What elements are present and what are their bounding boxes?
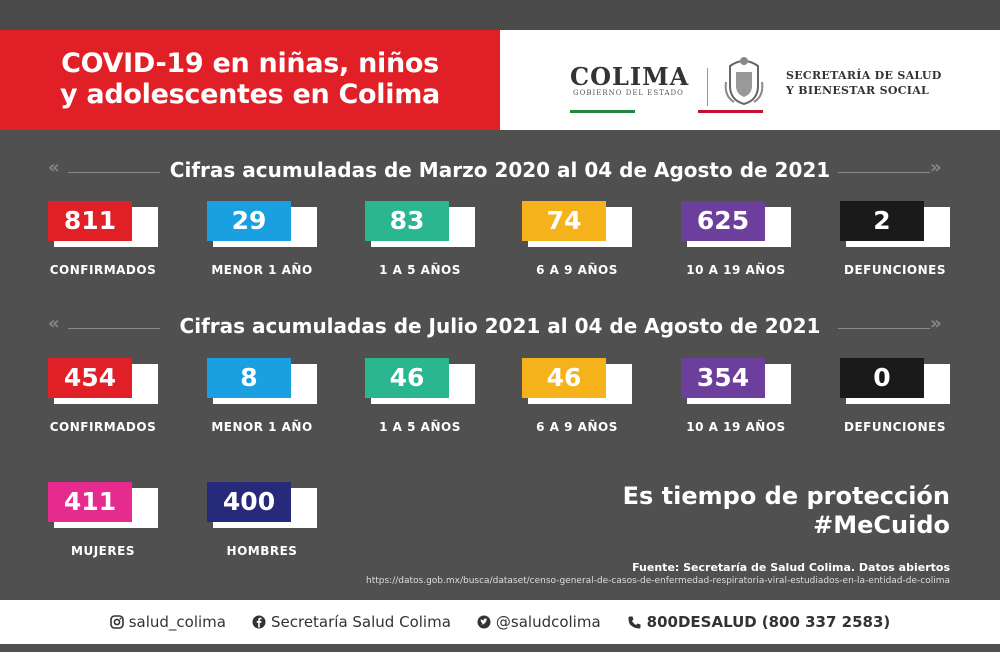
- stat-card: 46 6 A 9 AÑOS: [522, 358, 632, 434]
- stat-card: 0 DEFUNCIONES: [840, 358, 950, 434]
- colima-logo-subtitle: GOBIERNO DEL ESTADO: [573, 89, 684, 97]
- phone-number: (800 337 2583): [761, 613, 891, 631]
- stat-value: 400: [207, 482, 291, 522]
- phone-name: 800DESALUD: [646, 613, 757, 631]
- stat-label: MENOR 1 AÑO: [211, 420, 313, 434]
- top-bar: [0, 0, 1000, 30]
- chevrons-left-icon: «: [48, 157, 60, 178]
- stat-value: 8: [207, 358, 291, 398]
- stat-label: HOMBRES: [226, 544, 298, 558]
- section1-title: Cifras acumuladas de Marzo 2020 al 04 de…: [169, 158, 831, 182]
- footer-social-bar: salud_colima Secretaría Salud Colima @sa…: [0, 600, 1000, 644]
- decor-line: [68, 172, 160, 173]
- chevrons-right-icon: »: [930, 157, 942, 178]
- stat-card: 2 DEFUNCIONES: [840, 201, 950, 277]
- stat-value: 454: [48, 358, 132, 398]
- decor-line: [68, 328, 160, 329]
- stat-card: 454 CONFIRMADOS: [48, 358, 158, 434]
- stat-label: CONFIRMADOS: [49, 263, 157, 277]
- stat-label: 10 A 19 AÑOS: [686, 263, 786, 277]
- decor-line: [838, 328, 930, 329]
- stat-card: 46 1 A 5 AÑOS: [365, 358, 475, 434]
- twitter-handle: @saludcolima: [495, 613, 601, 631]
- header-title-panel: COVID-19 en niñas, niños y adolescentes …: [0, 30, 500, 130]
- stat-value: 625: [681, 201, 765, 241]
- stat-value: 83: [365, 201, 449, 241]
- stat-card: 411 MUJERES: [48, 482, 158, 558]
- stat-card: 354 10 A 19 AÑOS: [681, 358, 791, 434]
- chevrons-right-icon: »: [930, 313, 942, 334]
- slogan-line-1: Es tiempo de protección: [622, 482, 950, 510]
- stat-value: 411: [48, 482, 132, 522]
- stat-label: 1 A 5 AÑOS: [379, 263, 461, 277]
- colima-logo: COLIMA: [570, 62, 690, 91]
- stat-card: 29 MENOR 1 AÑO: [207, 201, 317, 277]
- stat-card: 625 10 A 19 AÑOS: [681, 201, 791, 277]
- stat-label: MUJERES: [71, 544, 135, 558]
- title-line-1: COVID-19 en niñas, niños: [61, 48, 439, 79]
- stat-label: 1 A 5 AÑOS: [379, 420, 461, 434]
- facebook-page: Secretaría Salud Colima: [270, 613, 451, 631]
- stat-value: 46: [365, 358, 449, 398]
- flag-line-red: [698, 110, 763, 113]
- stat-label: MENOR 1 AÑO: [211, 263, 313, 277]
- footer-facebook[interactable]: Secretaría Salud Colima: [252, 613, 451, 631]
- stat-label: 6 A 9 AÑOS: [536, 420, 618, 434]
- stat-label: DEFUNCIONES: [844, 420, 946, 434]
- stat-value: 0: [840, 358, 924, 398]
- stat-label: DEFUNCIONES: [844, 263, 946, 277]
- stat-card: 400 HOMBRES: [207, 482, 317, 558]
- stat-value: 29: [207, 201, 291, 241]
- section2-title: Cifras acumuladas de Julio 2021 al 04 de…: [179, 314, 821, 338]
- footer-phone[interactable]: 800DESALUD (800 337 2583): [627, 613, 891, 631]
- stat-label: 6 A 9 AÑOS: [536, 263, 618, 277]
- stat-card: 83 1 A 5 AÑOS: [365, 201, 475, 277]
- stat-label: CONFIRMADOS: [49, 420, 157, 434]
- slogan-hashtag: #MeCuido: [813, 511, 950, 539]
- logo-divider: [707, 68, 708, 106]
- footer-instagram[interactable]: salud_colima: [109, 613, 226, 631]
- twitter-icon: [477, 615, 491, 629]
- source-url[interactable]: https://datos.gob.mx/busca/dataset/censo…: [366, 576, 950, 586]
- flag-line-green: [570, 110, 635, 113]
- instagram-handle: salud_colima: [128, 613, 226, 631]
- decor-line: [838, 172, 930, 173]
- title-line-2: y adolescentes en Colima: [60, 79, 440, 110]
- stat-value: 354: [681, 358, 765, 398]
- stat-value: 811: [48, 201, 132, 241]
- stat-card: 74 6 A 9 AÑOS: [522, 201, 632, 277]
- stat-card: 811 CONFIRMADOS: [48, 201, 158, 277]
- source-text: Fuente: Secretaría de Salud Colima. Dato…: [632, 561, 950, 574]
- stat-value: 46: [522, 358, 606, 398]
- department-name: SECRETARÍA DE SALUD Y BIENESTAR SOCIAL: [786, 69, 942, 97]
- bottom-strip: [0, 644, 1000, 652]
- phone-icon: [628, 616, 641, 628]
- stat-value: 2: [840, 201, 924, 241]
- header-logo-panel: COLIMA GOBIERNO DEL ESTADO SECRETARÍA DE…: [500, 30, 1000, 130]
- chevrons-left-icon: «: [48, 313, 60, 334]
- stat-card: 8 MENOR 1 AÑO: [207, 358, 317, 434]
- footer-twitter[interactable]: @saludcolima: [477, 613, 601, 631]
- instagram-icon: [109, 615, 124, 629]
- facebook-icon: [252, 615, 266, 629]
- stat-label: 10 A 19 AÑOS: [686, 420, 786, 434]
- stat-value: 74: [522, 201, 606, 241]
- coat-of-arms-icon: [724, 57, 764, 106]
